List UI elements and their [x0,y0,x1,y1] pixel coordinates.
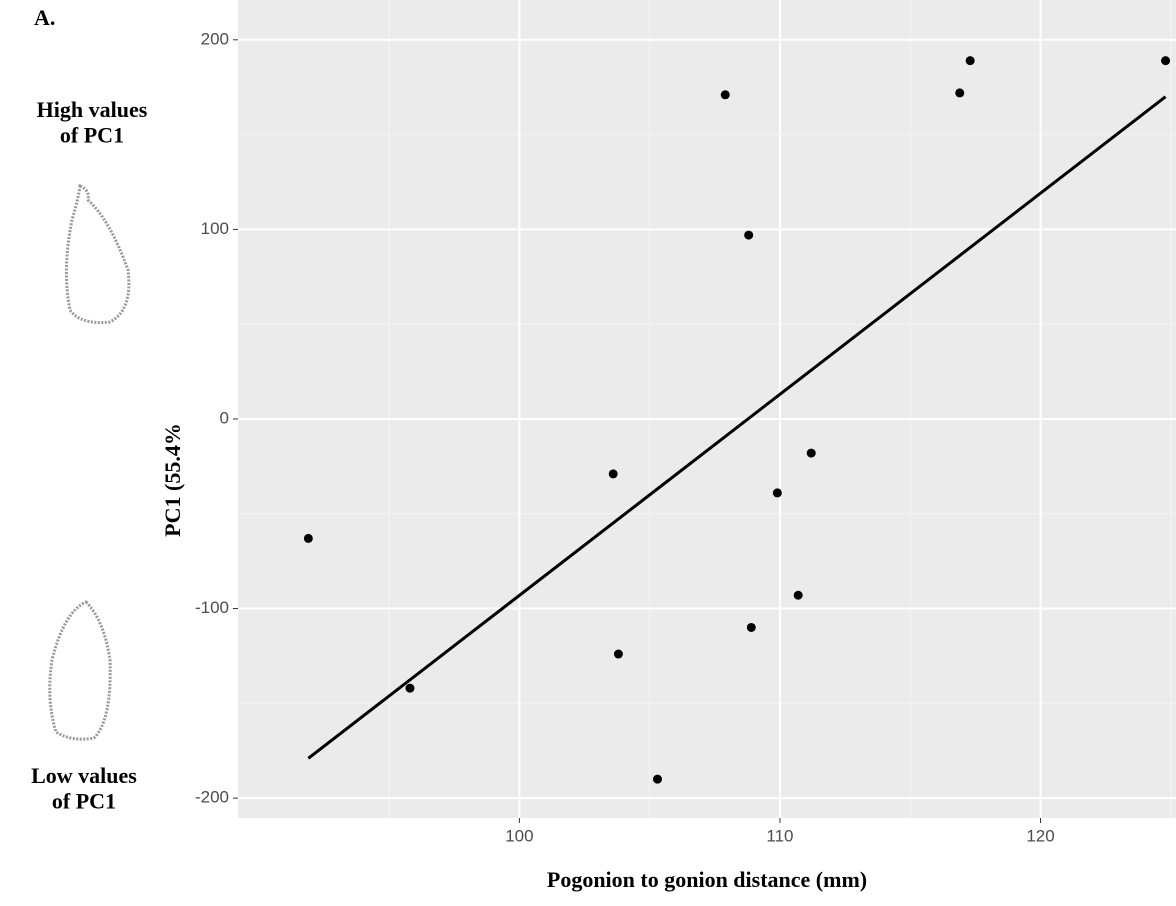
x-axis-label: Pogonion to gonion distance (mm) [547,867,867,892]
panel-label: A. [34,5,55,30]
shape-outline [48,600,112,741]
annotation: Low values of PC1 [31,763,137,813]
fit-line [307,95,1167,760]
y-tick-label: 200 [201,29,229,48]
x-tick-label: 120 [1026,826,1054,845]
grid [238,0,1176,818]
data-point [965,56,975,66]
y-tick-label: 100 [201,219,229,238]
annotation: High values of PC1 [37,97,148,147]
data-point [746,622,756,632]
data-point [405,683,415,693]
data-point [772,488,782,498]
data-point [720,90,730,100]
y-tick-label: -200 [195,788,229,807]
data-point [608,469,618,479]
y-tick-label: 0 [220,408,229,427]
y-axis-label: PC1 (55.4% [160,423,185,537]
panel-background [238,0,1176,818]
data-point [652,774,662,784]
data-point [1161,56,1171,66]
data-point [744,230,754,240]
data-point [303,533,313,543]
data-point [806,448,816,458]
data-point [793,590,803,600]
x-tick-label: 100 [505,826,533,845]
data-point [955,88,965,98]
y-tick-label: -100 [195,598,229,617]
shape-outline [64,183,131,324]
x-tick-label: 110 [766,826,793,845]
data-point [613,649,623,659]
